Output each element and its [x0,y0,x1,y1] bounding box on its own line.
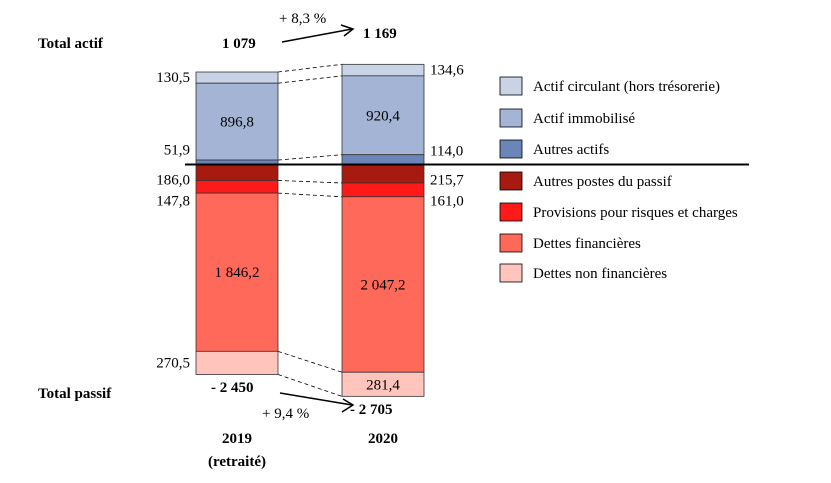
total-actif-label: Total actif [38,36,104,52]
legend-item: Autres actifs [533,142,609,158]
total-passif-2020: - 2 705 [350,402,393,418]
legend-swatch [499,171,523,191]
total-actif-2020: 1 169 [363,26,397,42]
connector-line [277,180,343,184]
value-label: 215,7 [430,173,464,189]
category-label-2019-sub: (retraité) [208,454,266,470]
total-actif-arrow [281,28,353,43]
total-actif-arrowhead [340,24,355,37]
value-label: 1 846,2 [215,265,260,281]
value-label: 270,5 [156,355,190,371]
value-label: 920,4 [366,108,400,124]
legend-item: Provisions pour risques et charges [533,205,738,221]
legend-item: Autres postes du passif [533,174,672,190]
bar-segment [341,63,425,77]
total-passif-change: + 9,4 % [262,406,309,422]
legend-swatch [499,233,523,253]
value-label: 130,5 [156,70,190,86]
legend-item: Actif circulant (hors trésorerie) [533,79,720,95]
legend-item: Actif immobilisé [533,111,635,127]
connector-line [277,374,343,397]
legend-swatch [499,76,523,96]
bar-segment [341,182,425,198]
bar-segment [341,75,425,156]
bars-group [195,63,425,397]
category-labels: 2019 (retraité) 2020 [208,431,398,470]
bar-segment [195,71,279,84]
value-label: 114,0 [430,144,463,160]
bar-segment [341,164,425,184]
total-actif-change: + 8,3 % [279,11,326,27]
value-label: 134,6 [430,62,464,78]
legend-swatch [499,263,523,283]
total-passif-arrow [279,392,353,406]
total-passif-2019: - 2 450 [211,380,254,396]
legend-swatch [499,202,523,222]
bar-segment [341,154,425,165]
bar-segment [195,82,279,161]
bar-segment [195,192,279,352]
connector-line [277,192,343,198]
value-label: 281,4 [366,377,400,393]
connector-line [277,350,343,373]
bar-segment [341,371,425,397]
connector-line [277,75,343,84]
legend-swatch [499,108,523,128]
total-passif-label: Total passif [38,386,112,402]
bar-segment [195,180,279,194]
value-label: 2 047,2 [361,278,406,294]
legend-item: Dettes non financières [533,266,667,282]
value-labels: 130,5 134,6 896,8 920,4 51,9 114,0 186,0 215,7 1… [156,62,464,393]
total-passif-arrowhead [341,398,355,413]
totals-group: Total actif 1 079 1 169 + 8,3 % Total pa… [38,11,397,422]
value-label: 186,0 [156,173,190,189]
connector-line [277,154,343,161]
value-label: 51,9 [164,143,190,159]
value-label: 896,8 [220,115,254,131]
value-label: 161,0 [430,194,464,210]
category-label-2019: 2019 [222,431,252,447]
legend-item: Dettes financières [533,236,641,252]
bar-segment [195,350,279,375]
bar-segment [341,196,425,373]
value-label: 147,8 [156,194,190,210]
bar-segment [195,164,279,181]
connector-line [277,63,343,73]
legend: Actif circulant (hors trésorerie) Actif i… [499,76,738,283]
category-label-2020: 2020 [368,431,398,447]
legend-swatch [499,139,523,159]
total-actif-2019: 1 079 [222,36,256,52]
connector-lines [277,63,343,397]
